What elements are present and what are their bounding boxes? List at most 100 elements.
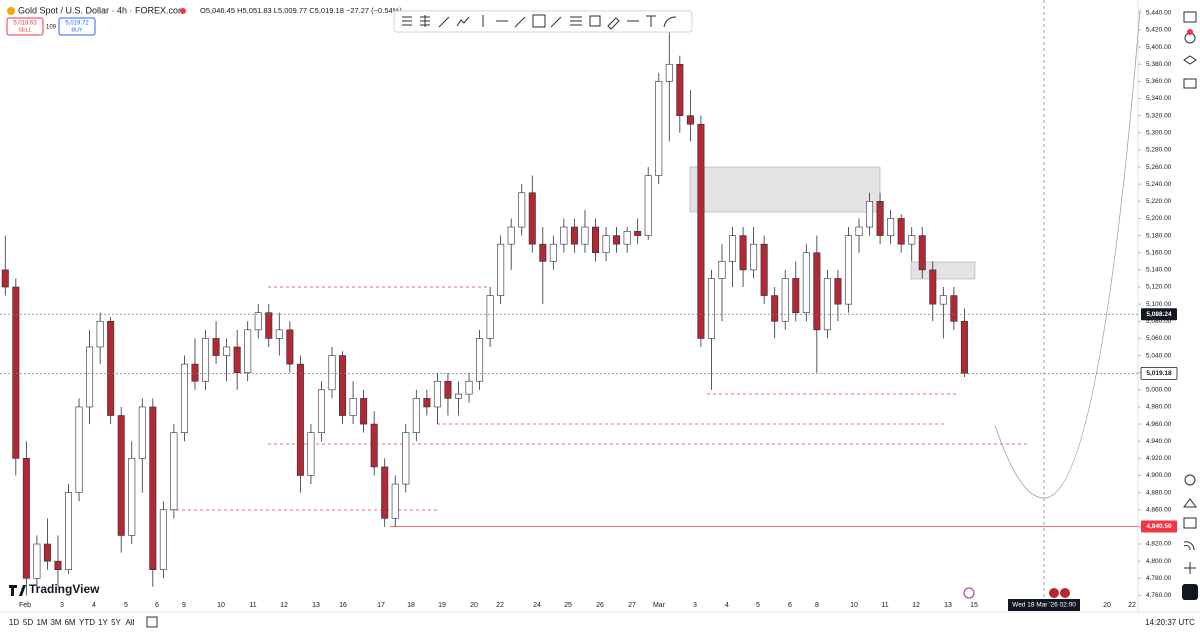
candle-body xyxy=(349,398,357,416)
candle-body xyxy=(876,201,884,236)
y-tick-label: 4,980.00 xyxy=(1146,404,1172,411)
buy-button[interactable] xyxy=(58,17,96,36)
tool[interactable] xyxy=(570,16,582,26)
sidebar-icon[interactable] xyxy=(1183,55,1197,65)
tool[interactable] xyxy=(550,16,562,28)
x-tick-label: 22 xyxy=(496,602,504,609)
x-tick-label: 26 xyxy=(596,602,604,609)
date-range-icon[interactable] xyxy=(146,616,158,628)
range-button[interactable]: 1M xyxy=(36,618,47,627)
sell-price[interactable]: 5,018.63 xyxy=(13,21,37,27)
sidebar-icon[interactable] xyxy=(1183,498,1197,508)
candle-body xyxy=(317,389,325,433)
event-flag xyxy=(1060,588,1070,598)
candle-body xyxy=(149,406,157,571)
price-label-bg xyxy=(1140,366,1178,380)
sidebar-icons[interactable] xyxy=(1183,11,1197,574)
sidebar-icon[interactable] xyxy=(1183,11,1197,23)
apps-button[interactable] xyxy=(1182,584,1198,600)
zone xyxy=(689,166,881,213)
candle-body xyxy=(855,226,863,236)
candle-body xyxy=(433,380,441,408)
y-tick-label: 5,340.00 xyxy=(1146,95,1172,102)
candle-body xyxy=(339,355,347,416)
candle-body xyxy=(75,406,83,493)
candle-body xyxy=(518,192,526,228)
y-tick-label: 5,080.00 xyxy=(1146,318,1172,325)
price-label: 5,088.24 xyxy=(1146,311,1172,318)
clock: 14:20:37 UTC xyxy=(1145,618,1195,627)
candle-body xyxy=(307,432,315,476)
toolbar-icons[interactable] xyxy=(402,14,677,30)
x-tick-label: 9 xyxy=(182,602,186,609)
range-button[interactable]: 1Y xyxy=(98,618,108,627)
buy-price[interactable]: 5,019.72 xyxy=(65,21,89,27)
x-tick-label: 12 xyxy=(912,602,920,609)
tool[interactable] xyxy=(420,15,430,27)
tool[interactable] xyxy=(438,16,450,28)
candle-body xyxy=(549,243,557,262)
y-tick-label: 4,820.00 xyxy=(1146,541,1172,548)
range-button[interactable]: 6M xyxy=(64,618,75,627)
sidebar-icon[interactable] xyxy=(1183,78,1197,89)
candle-body xyxy=(528,192,536,245)
tool[interactable] xyxy=(646,15,656,27)
y-tick-label: 5,380.00 xyxy=(1146,61,1172,68)
candle-body xyxy=(950,295,958,322)
y-tick-label: 5,260.00 xyxy=(1146,164,1172,171)
range-button[interactable]: 5D xyxy=(23,618,33,627)
price-label-bg xyxy=(1141,308,1177,321)
candle-body xyxy=(244,329,252,373)
range-button[interactable]: All xyxy=(126,618,135,627)
candle-body xyxy=(286,329,294,365)
candle-body xyxy=(960,320,968,374)
x-tick-label: Feb xyxy=(19,602,31,609)
candle-body xyxy=(128,458,136,536)
candle-body xyxy=(908,235,916,245)
range-button[interactable]: 1D xyxy=(9,618,19,627)
tool[interactable] xyxy=(532,14,546,28)
sell-label[interactable]: SELL xyxy=(18,27,31,33)
range-button[interactable]: YTD xyxy=(79,618,95,627)
candle-body xyxy=(686,115,694,125)
candle-body xyxy=(254,312,262,331)
y-tick-label: 4,780.00 xyxy=(1146,575,1172,582)
y-tick-label: 5,000.00 xyxy=(1146,387,1172,394)
tool[interactable] xyxy=(402,16,412,26)
y-tick-label: 5,440.00 xyxy=(1146,10,1172,17)
y-tick-label: 5,240.00 xyxy=(1146,181,1172,188)
y-tick-label: 4,860.00 xyxy=(1146,506,1172,513)
candle-body xyxy=(781,278,789,322)
sidebar-icon[interactable] xyxy=(1184,562,1196,574)
tool[interactable] xyxy=(456,16,470,27)
x-tick-label: 13 xyxy=(312,602,320,609)
y-tick-label: 5,180.00 xyxy=(1146,232,1172,239)
sidebar-icon[interactable] xyxy=(1183,517,1197,529)
range-button[interactable]: 5Y xyxy=(111,618,121,627)
sidebar-icon[interactable] xyxy=(1184,474,1196,486)
candle-body xyxy=(918,235,926,271)
candle-body xyxy=(844,235,852,305)
y-tick-label: 5,200.00 xyxy=(1146,215,1172,222)
x-tick-label: 5 xyxy=(756,602,760,609)
x-tick-label: Mar xyxy=(653,602,666,609)
x-tick-label: 6 xyxy=(155,602,159,609)
status-dot xyxy=(180,8,186,14)
x-tick-label: 11 xyxy=(249,602,256,609)
candle-body xyxy=(381,466,389,519)
tool[interactable] xyxy=(514,16,526,28)
candle-body xyxy=(223,346,231,356)
tool[interactable] xyxy=(589,15,601,27)
candle-body xyxy=(328,355,336,391)
buy-label[interactable]: BUY xyxy=(71,27,83,33)
sell-button[interactable] xyxy=(6,17,44,36)
candle-body xyxy=(65,492,73,571)
tool[interactable] xyxy=(663,16,677,28)
y-tick-label: 4,760.00 xyxy=(1146,592,1172,599)
price-label: 4,840.50 xyxy=(1146,523,1172,530)
sidebar-icon[interactable] xyxy=(1183,541,1195,551)
candle-body xyxy=(391,483,399,519)
range-button[interactable]: 3M xyxy=(50,618,61,627)
tool[interactable] xyxy=(607,17,620,30)
